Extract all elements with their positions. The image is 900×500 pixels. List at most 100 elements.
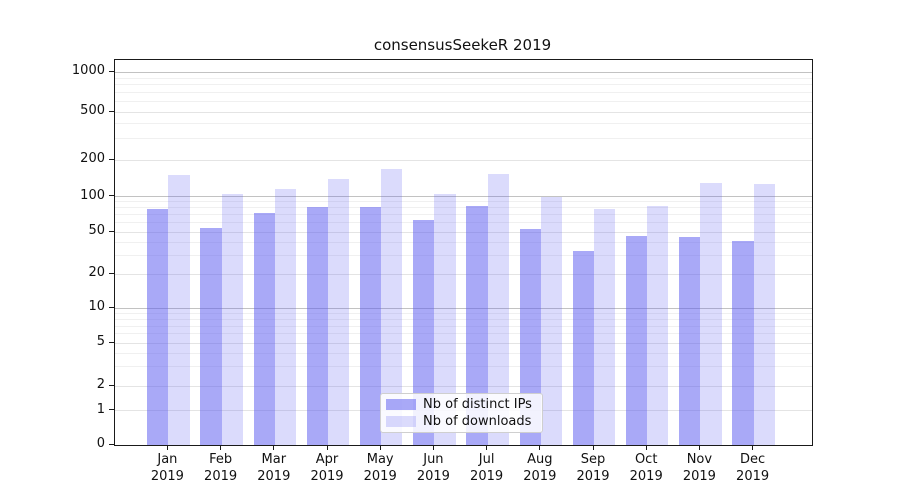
bar-downloads-nov xyxy=(700,182,722,445)
y-tick-label-2: 2 xyxy=(96,377,105,392)
y-tick-200 xyxy=(109,158,114,160)
gridline-9 xyxy=(115,312,812,314)
gridline-3 xyxy=(115,366,812,368)
x-tick-jun xyxy=(432,445,434,450)
y-tick-label-10: 10 xyxy=(88,299,105,314)
gridline-20 xyxy=(115,273,812,275)
gridline-500 xyxy=(115,111,812,113)
x-tick-label-aug-2019: Aug 2019 xyxy=(523,452,557,484)
bar-downloads-jan xyxy=(168,175,190,445)
gridline-100 xyxy=(115,196,812,197)
x-tick-label-jan-2019: Jan 2019 xyxy=(150,452,184,484)
x-tick-label-jun-2019: Jun 2019 xyxy=(416,452,450,484)
y-tick-label-0: 0 xyxy=(96,436,105,451)
y-tick-500 xyxy=(109,110,114,112)
x-tick-label-jul-2019: Jul 2019 xyxy=(470,452,504,484)
bar-downloads-sep xyxy=(594,209,616,445)
gridline-70 xyxy=(115,214,812,216)
legend-label: Nb of downloads xyxy=(423,413,532,429)
bar-downloads-mar xyxy=(274,188,297,445)
gridline-200 xyxy=(115,159,812,161)
x-tick-label-feb-2019: Feb 2019 xyxy=(204,452,238,484)
y-tick-5 xyxy=(109,341,114,343)
x-tick-may xyxy=(379,445,381,450)
bar-distinct-ips-feb xyxy=(200,228,222,445)
gridline-400 xyxy=(115,123,812,125)
y-tick-label-5: 5 xyxy=(96,334,105,349)
bar-downloads-dec xyxy=(753,184,775,445)
plot-area xyxy=(114,59,813,446)
bar-distinct-ips-aug xyxy=(519,229,541,445)
bar-distinct-ips-sep xyxy=(572,251,594,445)
gridline-900 xyxy=(115,77,812,79)
x-tick-nov xyxy=(698,445,700,450)
x-tick-jul xyxy=(486,445,488,450)
y-tick-label-50: 50 xyxy=(88,223,105,238)
x-tick-mar xyxy=(273,445,275,450)
legend-item: Nb of downloads xyxy=(381,414,542,429)
bar-distinct-ips-apr xyxy=(306,206,328,445)
bar-downloads-jun xyxy=(434,193,456,445)
legend-item: Nb of distinct IPs xyxy=(381,397,542,412)
gridline-1000 xyxy=(115,71,812,73)
y-tick-label-100: 100 xyxy=(80,187,105,203)
y-tick-label-1000: 1000 xyxy=(71,63,105,78)
x-tick-aug xyxy=(539,445,541,450)
y-tick-10 xyxy=(109,306,114,308)
bar-distinct-ips-jun xyxy=(413,220,435,445)
x-tick-label-sep-2019: Sep 2019 xyxy=(576,452,610,484)
gridline-10 xyxy=(115,307,812,309)
y-tick-label-20: 20 xyxy=(88,265,105,280)
y-tick-label-1: 1 xyxy=(96,401,105,417)
bar-distinct-ips-oct xyxy=(625,235,648,445)
y-tick-0 xyxy=(109,443,114,445)
x-tick-label-mar-2019: Mar 2019 xyxy=(257,452,291,484)
x-tick-jan xyxy=(166,445,168,450)
bar-distinct-ips-jan xyxy=(147,208,169,445)
x-tick-feb xyxy=(220,445,222,450)
bar-downloads-apr xyxy=(328,178,350,445)
bar-distinct-ips-nov xyxy=(679,236,701,445)
bar-downloads-may xyxy=(381,168,403,445)
x-tick-apr xyxy=(326,445,328,450)
bar-downloads-oct xyxy=(647,206,669,445)
y-tick-2 xyxy=(109,384,114,386)
x-tick-dec xyxy=(752,445,754,450)
x-tick-label-nov-2019: Nov 2019 xyxy=(682,452,716,484)
gridline-300 xyxy=(115,138,812,140)
y-tick-label-500: 500 xyxy=(80,103,105,118)
gridline-40 xyxy=(115,241,812,243)
y-tick-label-200: 200 xyxy=(80,151,105,166)
y-tick-100 xyxy=(109,195,114,196)
gridline-6 xyxy=(115,333,812,335)
gridline-4 xyxy=(115,352,812,354)
y-tick-1000 xyxy=(109,70,114,72)
gridline-600 xyxy=(115,100,812,102)
legend: Nb of distinct IPs Nb of downloads xyxy=(380,393,543,433)
x-tick-sep xyxy=(592,445,594,450)
gridline-2 xyxy=(115,385,812,387)
bar-distinct-ips-jul xyxy=(466,206,488,445)
x-tick-label-apr-2019: Apr 2019 xyxy=(310,452,344,484)
y-tick-50 xyxy=(109,230,114,232)
legend-swatch-downloads xyxy=(386,415,416,427)
gridline-8 xyxy=(115,318,812,320)
gridline-80 xyxy=(115,207,812,209)
gridline-90 xyxy=(115,201,812,203)
chart-title: consensusSeekeR 2019 xyxy=(373,36,552,54)
legend-label: Nb of distinct IPs xyxy=(423,397,532,413)
x-tick-label-may-2019: May 2019 xyxy=(363,452,397,484)
gridline-5 xyxy=(115,342,812,344)
gridline-700 xyxy=(115,92,812,94)
gridline-800 xyxy=(115,84,812,86)
bar-downloads-aug xyxy=(540,196,563,445)
gridline-30 xyxy=(115,254,812,256)
gridline-50 xyxy=(115,231,812,233)
x-tick-label-oct-2019: Oct 2019 xyxy=(629,452,663,484)
y-tick-20 xyxy=(109,272,114,274)
gridline-60 xyxy=(115,222,812,224)
x-tick-label-dec-2019: Dec 2019 xyxy=(736,452,770,484)
x-tick-oct xyxy=(645,445,647,450)
gridline-7 xyxy=(115,325,812,327)
